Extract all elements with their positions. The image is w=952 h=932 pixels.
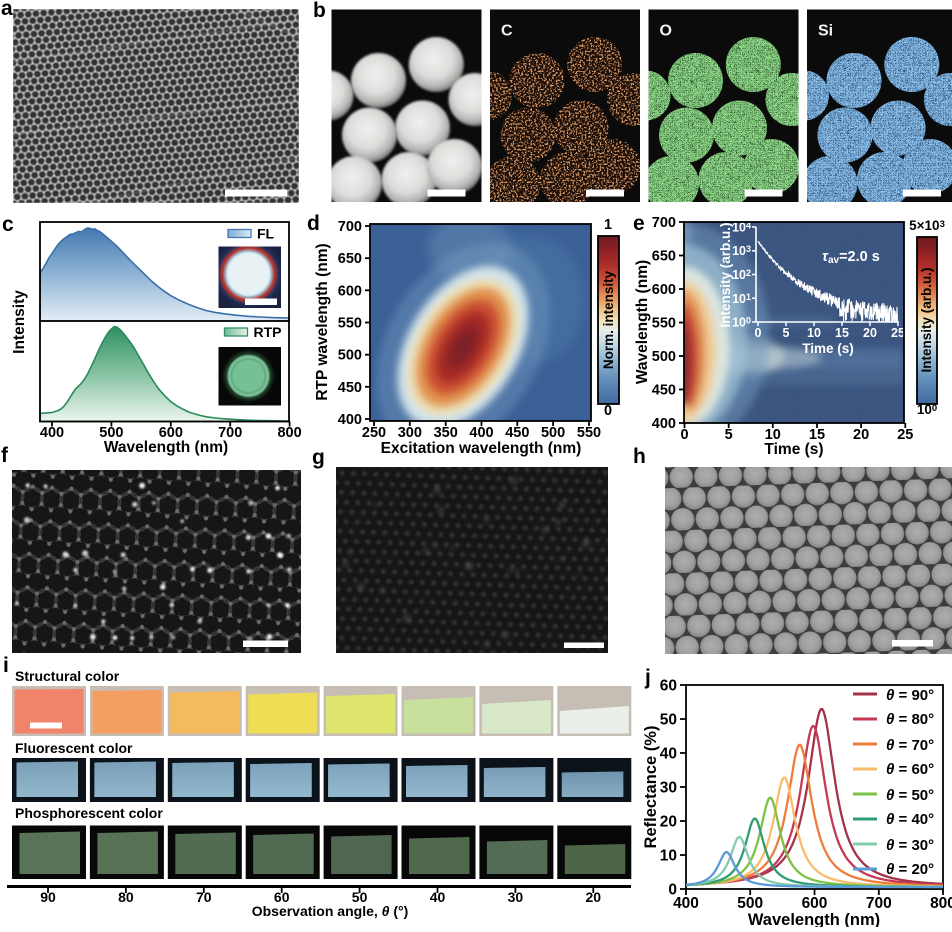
- svg-text:Intensity: Intensity: [11, 290, 28, 354]
- svg-text:300: 300: [398, 425, 422, 441]
- svg-text:b: b: [313, 0, 326, 22]
- svg-text:20: 20: [853, 427, 869, 443]
- svg-text:d: d: [307, 212, 320, 235]
- svg-text:Norm. intensity: Norm. intensity: [601, 270, 616, 369]
- svg-text:10: 10: [660, 848, 677, 865]
- svg-text:0: 0: [604, 403, 612, 419]
- svg-text:600: 600: [652, 282, 676, 298]
- svg-text:Observation angle, θ (°): Observation angle, θ (°): [252, 903, 409, 919]
- svg-text:i: i: [3, 654, 9, 677]
- svg-text:θ = 90°: θ = 90°: [886, 687, 934, 704]
- svg-text:90: 90: [40, 889, 56, 905]
- svg-text:400: 400: [652, 416, 676, 432]
- svg-text:Fluorescent color: Fluorescent color: [15, 740, 133, 756]
- svg-text:g: g: [312, 446, 325, 469]
- svg-text:550: 550: [577, 425, 601, 441]
- svg-text:Phosphorescent color: Phosphorescent color: [15, 805, 163, 821]
- svg-text:RTP wavelength (nm): RTP wavelength (nm): [314, 243, 331, 400]
- svg-text:Time (s): Time (s): [764, 441, 823, 458]
- svg-text:400: 400: [40, 425, 64, 441]
- svg-text:e: e: [633, 212, 645, 235]
- svg-text:O: O: [660, 23, 672, 40]
- svg-text:Wavelength (nm): Wavelength (nm): [748, 911, 880, 927]
- svg-text:500: 500: [737, 895, 763, 912]
- svg-text:350: 350: [434, 425, 458, 441]
- svg-text:400: 400: [469, 425, 493, 441]
- svg-text:θ = 20°: θ = 20°: [886, 861, 934, 878]
- svg-text:FL: FL: [257, 226, 275, 242]
- svg-text:550: 550: [338, 316, 362, 332]
- svg-text:5×103: 5×103: [909, 218, 945, 233]
- svg-text:550: 550: [652, 316, 676, 332]
- svg-text:5: 5: [725, 427, 733, 443]
- svg-text:500: 500: [338, 348, 362, 364]
- svg-text:70: 70: [196, 889, 212, 905]
- svg-text:Si: Si: [818, 23, 833, 40]
- svg-text:700: 700: [652, 215, 676, 231]
- svg-text:Reflectance (%): Reflectance (%): [642, 726, 660, 849]
- svg-text:80: 80: [118, 889, 134, 905]
- svg-text:250: 250: [362, 425, 386, 441]
- svg-text:60: 60: [660, 678, 677, 695]
- svg-text:0: 0: [680, 427, 688, 443]
- svg-text:Structural color: Structural color: [15, 668, 120, 684]
- svg-text:30: 30: [660, 780, 677, 797]
- svg-text:50: 50: [660, 712, 677, 729]
- svg-text:450: 450: [505, 425, 529, 441]
- svg-text:RTP: RTP: [254, 324, 282, 340]
- svg-text:Excitation wavelength (nm): Excitation wavelength (nm): [381, 440, 582, 457]
- svg-text:10: 10: [807, 326, 821, 340]
- svg-text:20: 20: [863, 326, 877, 340]
- svg-text:500: 500: [541, 425, 565, 441]
- svg-text:θ = 70°: θ = 70°: [886, 737, 934, 754]
- svg-text:800: 800: [930, 895, 952, 912]
- svg-text:700: 700: [338, 219, 362, 235]
- svg-text:400: 400: [338, 412, 362, 428]
- svg-text:Wavelength (nm): Wavelength (nm): [634, 260, 651, 384]
- svg-text:30: 30: [508, 889, 524, 905]
- svg-text:800: 800: [277, 425, 301, 441]
- svg-text:θ = 80°: θ = 80°: [886, 711, 934, 728]
- svg-text:20: 20: [660, 814, 677, 831]
- svg-text:a: a: [1, 0, 13, 20]
- svg-text:450: 450: [338, 380, 362, 396]
- svg-text:Intensity (arb.u.): Intensity (arb.u.): [718, 222, 733, 327]
- svg-text:h: h: [633, 445, 646, 468]
- svg-text:C: C: [501, 23, 513, 40]
- svg-text:40: 40: [430, 889, 446, 905]
- svg-text:f: f: [1, 444, 9, 467]
- svg-text:0: 0: [755, 326, 762, 340]
- svg-text:5: 5: [783, 326, 790, 340]
- svg-text:450: 450: [652, 383, 676, 399]
- svg-text:θ = 30°: θ = 30°: [886, 837, 934, 854]
- svg-text:j: j: [644, 666, 651, 689]
- svg-text:θ = 50°: θ = 50°: [886, 787, 934, 804]
- svg-text:700: 700: [866, 895, 892, 912]
- svg-text:600: 600: [802, 895, 828, 912]
- svg-text:c: c: [2, 213, 14, 236]
- svg-text:500: 500: [652, 349, 676, 365]
- svg-text:40: 40: [660, 746, 677, 763]
- svg-text:25: 25: [897, 427, 913, 443]
- svg-text:25: 25: [891, 326, 905, 340]
- svg-text:θ = 40°: θ = 40°: [886, 811, 934, 828]
- svg-text:1: 1: [604, 217, 612, 233]
- svg-text:Intensity (arb.u.): Intensity (arb.u.): [919, 267, 934, 372]
- svg-text:650: 650: [652, 249, 676, 265]
- svg-text:Wavelength (nm): Wavelength (nm): [104, 439, 228, 456]
- svg-text:0: 0: [668, 882, 677, 899]
- svg-text:650: 650: [338, 251, 362, 267]
- svg-text:θ = 60°: θ = 60°: [886, 761, 934, 778]
- svg-text:15: 15: [835, 326, 849, 340]
- svg-text:20: 20: [586, 889, 602, 905]
- svg-text:600: 600: [338, 283, 362, 299]
- svg-text:Time (s): Time (s): [802, 341, 854, 356]
